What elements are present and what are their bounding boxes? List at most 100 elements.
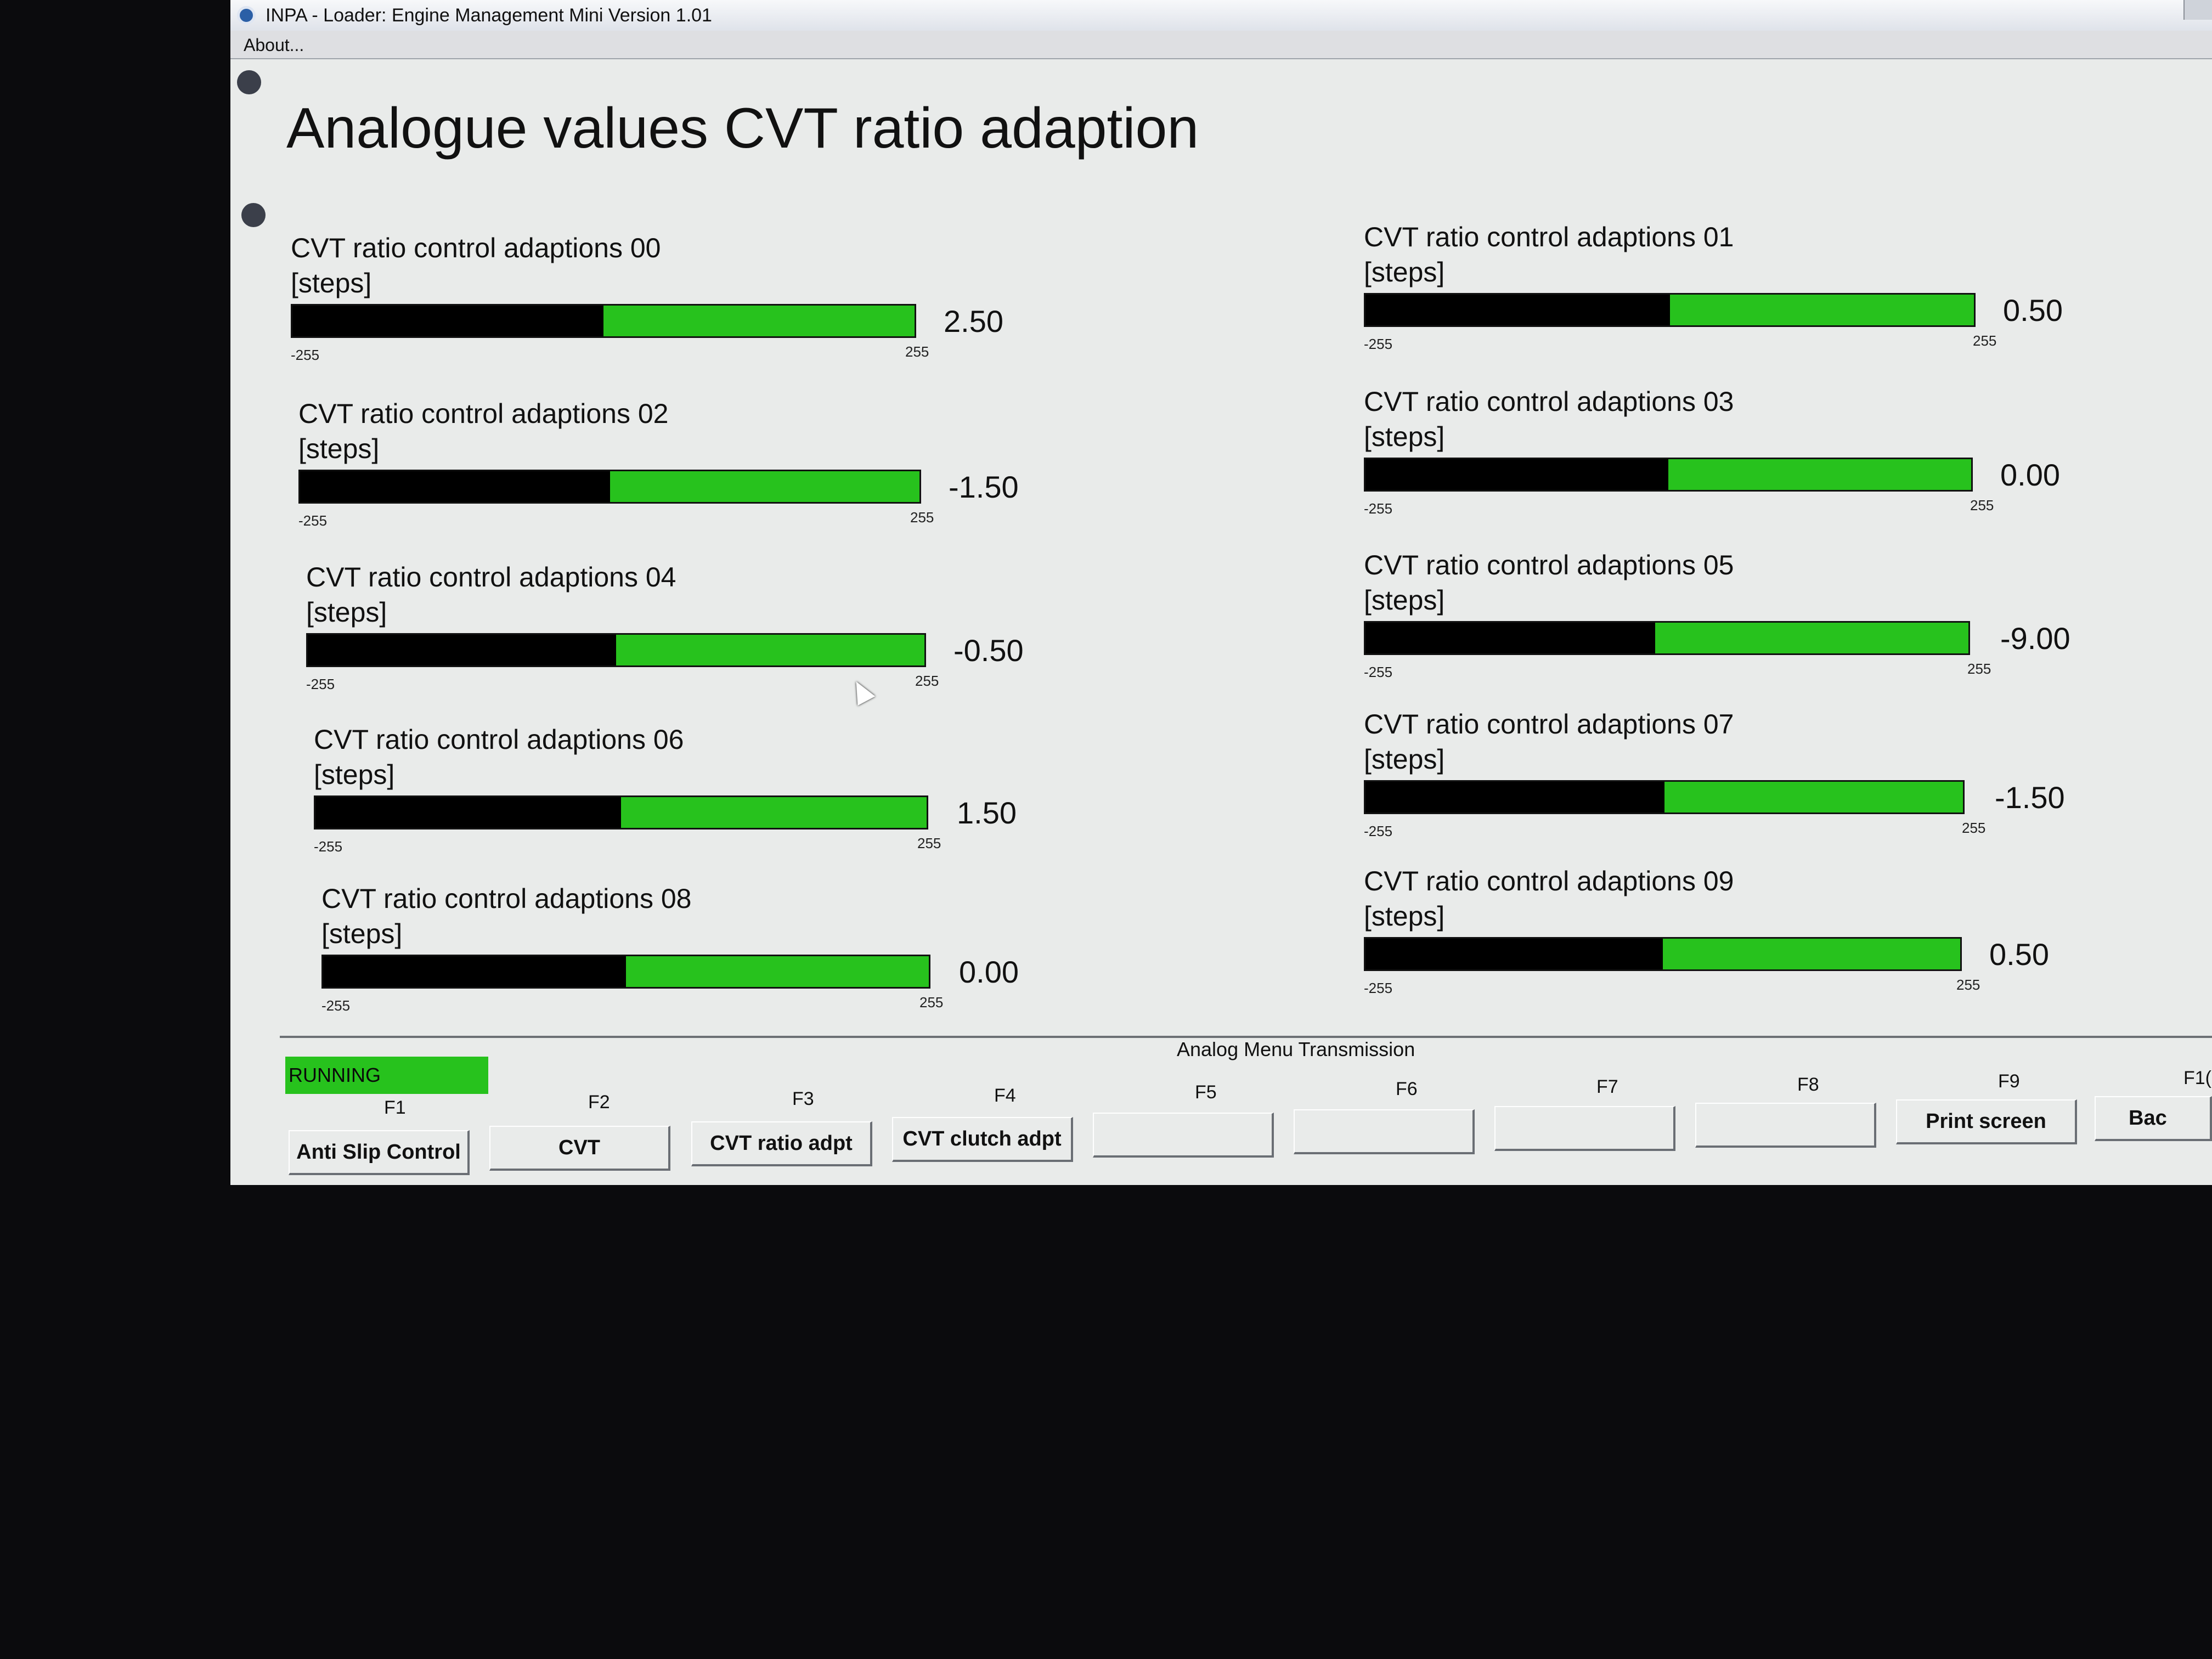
mouse-cursor-icon: [847, 676, 876, 706]
meter-value: 0.00: [2000, 458, 2060, 492]
meter-bar: [298, 470, 921, 504]
meter-label: CVT ratio control adaptions 08: [321, 883, 692, 914]
meter-value: -0.50: [953, 633, 1024, 668]
meter-label: CVT ratio control adaptions 05: [1364, 550, 1734, 580]
menu-caption: Analog Menu Transmission: [1177, 1038, 1415, 1060]
menu-about[interactable]: About...: [244, 35, 304, 55]
meter-row: 0.50: [1364, 293, 2063, 328]
meter-max-tick: 255: [1970, 497, 1994, 514]
f7-button[interactable]: [1494, 1106, 1675, 1151]
meter-adaption-04: CVT ratio control adaptions 04 [steps] -…: [306, 560, 1024, 692]
meter-label: CVT ratio control adaptions 07: [1364, 709, 1734, 740]
meter-max-tick: 255: [917, 835, 941, 851]
meter-max-tick: 255: [915, 673, 939, 689]
meter-bar-fill: [1365, 459, 1668, 490]
meter-value: 1.50: [957, 795, 1017, 830]
meter-bar-fill: [315, 797, 621, 828]
meter-max-tick: 255: [905, 343, 929, 360]
meter-row: 2.50: [291, 304, 1003, 339]
meter-bar-fill: [1365, 623, 1655, 653]
meter-value: 0.50: [2003, 293, 2063, 328]
fkey-f9-label: F9: [1998, 1071, 2020, 1092]
meter-row: -1.50: [298, 470, 1019, 505]
f6-button[interactable]: [1294, 1109, 1475, 1154]
meter-max-tick: 255: [1967, 661, 1991, 677]
title-bar: INPA - Loader: Engine Management Mini Ve…: [230, 0, 2212, 31]
meter-row: 0.00: [321, 955, 1019, 990]
meter-bar-fill: [1365, 939, 1663, 969]
meter-bar-fill: [308, 635, 616, 665]
meter-adaption-09: CVT ratio control adaptions 09 [steps] 0…: [1364, 864, 2049, 996]
meter-label: CVT ratio control adaptions 03: [1364, 386, 1734, 417]
meter-max-tick: 255: [1973, 332, 1997, 349]
f5-button[interactable]: [1093, 1113, 1274, 1158]
meter-min-tick: -255: [1364, 980, 1393, 996]
fkey-f3-label: F3: [792, 1088, 814, 1109]
meter-adaption-06: CVT ratio control adaptions 06 [steps] 1…: [314, 722, 1017, 855]
fkey-f10-label: F1(: [2183, 1068, 2211, 1088]
meter-min-tick: -255: [1364, 336, 1393, 352]
meter-unit: [steps]: [1364, 585, 1445, 616]
fkey-f4-label: F4: [994, 1085, 1016, 1106]
window-control-button[interactable]: [2183, 0, 2212, 20]
cvt-button[interactable]: CVT: [489, 1126, 670, 1171]
meter-min-tick: -255: [306, 676, 335, 692]
meter-bar: [321, 955, 930, 989]
meter-label: CVT ratio control adaptions 06: [314, 724, 684, 755]
meter-row: -0.50: [306, 633, 1024, 668]
meter-bar: [1364, 293, 1976, 327]
meter-max-tick: 255: [910, 509, 934, 526]
meter-bar: [1364, 937, 1962, 971]
meter-row: 0.50: [1364, 937, 2049, 972]
meter-min-tick: -255: [1364, 500, 1393, 517]
meter-max-tick: 255: [1962, 820, 1986, 836]
meter-max-tick: 255: [919, 994, 944, 1011]
meter-adaption-08: CVT ratio control adaptions 08 [steps] 0…: [321, 881, 1019, 1014]
meter-adaption-02: CVT ratio control adaptions 02 [steps] -…: [298, 396, 1019, 529]
meter-label: CVT ratio control adaptions 04: [306, 562, 676, 592]
meter-min-tick: -255: [1364, 823, 1393, 839]
fkey-f8-label: F8: [1797, 1074, 1819, 1095]
window-title: INPA - Loader: Engine Management Mini Ve…: [266, 4, 712, 26]
inpa-window: INPA - Loader: Engine Management Mini Ve…: [230, 0, 2212, 1185]
meter-value: 2.50: [944, 304, 1003, 338]
meter-unit: [steps]: [314, 759, 395, 790]
cvt-clutch-adpt-button[interactable]: CVT clutch adpt: [892, 1117, 1073, 1162]
indicator-dot: [237, 70, 261, 94]
meter-unit: [steps]: [1364, 901, 1445, 932]
back-button[interactable]: Bac: [2095, 1096, 2212, 1141]
meter-min-tick: -255: [291, 347, 320, 363]
meter-label: CVT ratio control adaptions 00: [291, 233, 661, 263]
meter-bar: [1364, 780, 1965, 814]
anti-slip-control-button[interactable]: Anti Slip Control: [289, 1130, 470, 1175]
meter-bar-fill: [1365, 782, 1664, 812]
meter-value: -9.00: [2000, 621, 2070, 656]
meter-label: CVT ratio control adaptions 01: [1364, 222, 1734, 252]
meter-bar: [314, 795, 928, 830]
meter-unit: [steps]: [291, 268, 372, 298]
print-screen-button[interactable]: Print screen: [1896, 1099, 2077, 1144]
inpa-app-icon: [237, 6, 256, 25]
meter-unit: [steps]: [321, 918, 403, 949]
meter-value: 0.50: [1989, 937, 2049, 972]
meter-bar-fill: [1365, 295, 1670, 325]
status-divider: [280, 1036, 2212, 1038]
meter-value: 0.00: [959, 955, 1019, 989]
meter-row: 1.50: [314, 795, 1017, 831]
meter-value: -1.50: [1995, 780, 2065, 815]
f8-button[interactable]: [1695, 1103, 1876, 1148]
meter-adaption-07: CVT ratio control adaptions 07 [steps] -…: [1364, 707, 2065, 839]
meter-adaption-00: CVT ratio control adaptions 00 [steps] 2…: [291, 230, 1003, 363]
cvt-ratio-adpt-button[interactable]: CVT ratio adpt: [691, 1121, 872, 1166]
meter-unit: [steps]: [1364, 257, 1445, 287]
page-title: Analogue values CVT ratio adaption: [286, 97, 1199, 160]
meter-adaption-05: CVT ratio control adaptions 05 [steps] -…: [1364, 548, 2070, 680]
meter-max-tick: 255: [1956, 977, 1980, 993]
meter-unit: [steps]: [1364, 421, 1445, 452]
meter-bar: [291, 304, 916, 338]
fkey-f2-label: F2: [588, 1092, 610, 1113]
fkey-f5-label: F5: [1195, 1082, 1217, 1103]
fkey-f7-label: F7: [1596, 1076, 1618, 1097]
meter-value: -1.50: [949, 470, 1019, 504]
meter-bar-fill: [300, 471, 610, 502]
